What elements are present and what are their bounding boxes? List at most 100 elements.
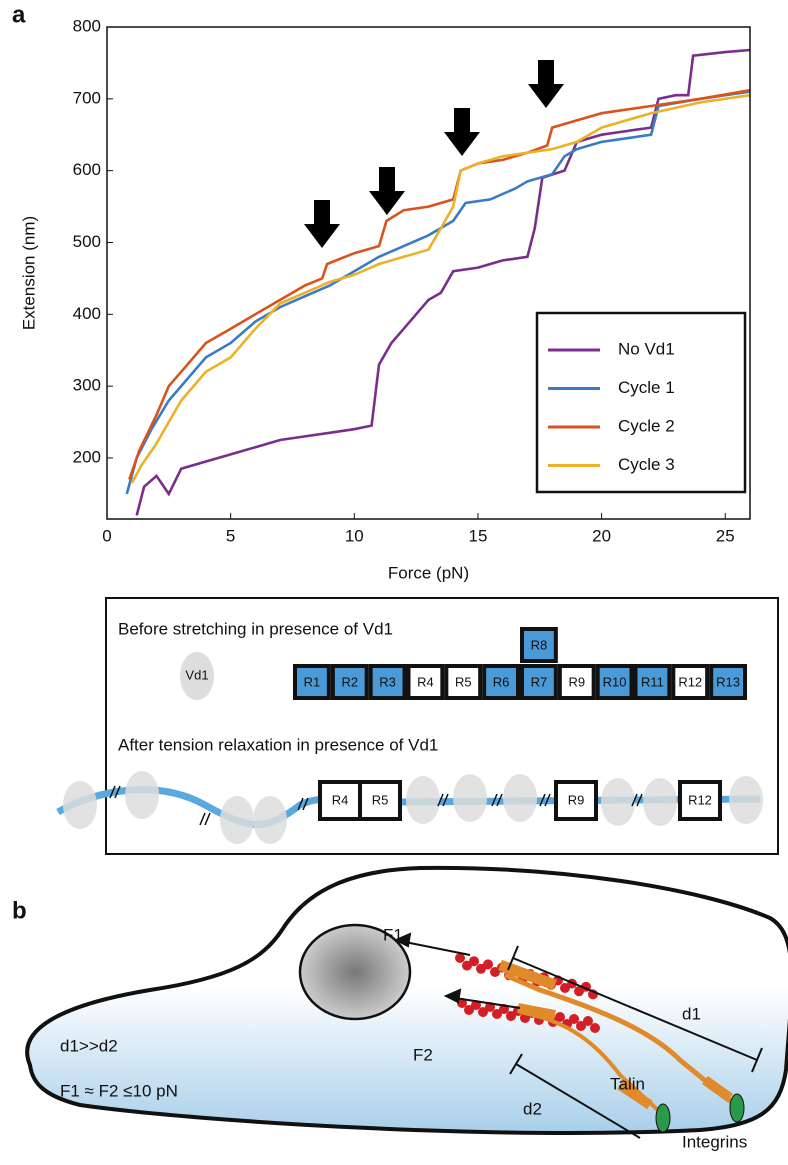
domain-label: R7 [531, 674, 548, 689]
legend-label: No Vd1 [618, 339, 675, 358]
arrow [304, 200, 340, 248]
after-label: After tension relaxation in presence of … [118, 735, 438, 754]
actin-bead [464, 1005, 474, 1015]
legend-label: Cycle 2 [618, 416, 675, 435]
domain-label: R5 [372, 792, 389, 807]
domain-label: R4 [417, 674, 434, 689]
series-line [128, 88, 751, 480]
arrow [369, 167, 405, 215]
domain-label: R10 [603, 674, 627, 689]
panel-label: b [12, 897, 27, 924]
plot-frame [106, 26, 751, 520]
domain-label: R5 [455, 674, 472, 689]
legend: No Vd1 Cycle 1 Cycle 2 Cycle 3 [535, 311, 747, 494]
actin-bead [478, 1007, 488, 1017]
domain-box [671, 664, 710, 700]
actin-bead [483, 959, 493, 970]
y-axis-label: Extension (nm) [19, 216, 38, 330]
vd1 [180, 652, 214, 700]
y-tick-label: 400 [73, 304, 101, 323]
legend-frame [535, 311, 747, 494]
domain-box [709, 664, 748, 700]
breaks [109, 785, 643, 826]
domain-label: R12 [678, 674, 702, 689]
actin-bead [455, 953, 465, 963]
domain-box [557, 664, 596, 700]
domain-box [678, 780, 722, 821]
actin-bead [569, 1014, 579, 1024]
y-tick-label: 300 [73, 376, 101, 395]
legend-label: Cycle 1 [618, 378, 675, 397]
vd1-group [63, 771, 763, 844]
f2-label: F2 [413, 1045, 433, 1064]
force-note: F1 ≈ F2 ≤10 pN [60, 1081, 178, 1100]
domain-label: R11 [641, 674, 664, 689]
integrin [655, 1103, 671, 1133]
f1-label: F1 [383, 925, 403, 944]
actin-bead [457, 998, 467, 1008]
y-tick-label: 800 [73, 16, 101, 35]
diagram-frame [105, 597, 779, 855]
line-chart: 0 5 10 15 20 25 200 300 400 500 600 700 800 Force (pN… [19, 16, 751, 582]
panel-label: a [12, 1, 26, 28]
domain-box [330, 664, 369, 700]
arrow [528, 60, 564, 108]
arrow [444, 108, 480, 156]
domains: R1 R2 R3 R4 R5 R6 R7 R8 R9 R10 R11 R12 R13 R4 R5 R9 R12 [293, 627, 748, 821]
domain-box [368, 664, 407, 700]
cell [25, 865, 788, 1135]
domain-box [520, 664, 558, 700]
domain-label: R1 [304, 674, 321, 689]
relation: d1>>d2 [60, 1036, 118, 1055]
series-line [125, 90, 751, 495]
arrows [304, 60, 564, 248]
talin-label: Talin [610, 1074, 645, 1093]
y-tick-label: 200 [73, 447, 101, 466]
actin-bead [506, 1011, 516, 1021]
x-tick-label: 10 [345, 526, 364, 545]
x-axis-label: Force (pN) [388, 563, 469, 582]
x-tick-label: 20 [592, 526, 611, 545]
domain-label: R12 [688, 792, 712, 807]
domain-box [444, 664, 483, 700]
y-tick-label: 600 [73, 160, 101, 179]
y-tick-label: 700 [73, 88, 101, 107]
before-label: Before stretching in presence of Vd1 [118, 619, 393, 638]
actin-bead [492, 1009, 502, 1019]
actin-bead [555, 1012, 565, 1022]
domain-label: R13 [716, 674, 740, 689]
domain-box [520, 627, 558, 663]
domain-label: R2 [341, 674, 358, 689]
domain-box [482, 664, 520, 700]
domain-label: R3 [379, 674, 396, 689]
domain-box [595, 664, 634, 700]
series-line [130, 93, 751, 484]
domain-label: R4 [332, 792, 349, 807]
y-tick-label: 500 [73, 232, 101, 251]
d1-label: d1 [682, 1004, 701, 1023]
actin-bead [590, 1023, 600, 1033]
integrin [729, 1093, 745, 1123]
domain-label: R9 [568, 674, 585, 689]
domain-box [554, 780, 598, 821]
vd1-label: Vd1 [185, 667, 208, 682]
domain-label: R6 [493, 674, 510, 689]
talin [498, 959, 737, 1114]
x-tick-label: 15 [469, 526, 488, 545]
domain-box [406, 664, 445, 700]
actin-bead [469, 956, 479, 967]
d2-label: d2 [523, 1099, 542, 1118]
actin-bead [576, 1021, 586, 1031]
domain-box [293, 664, 331, 700]
force-arrows [393, 932, 763, 1139]
nucleus [298, 923, 412, 1021]
actin-bead [583, 1016, 593, 1026]
x-tick-label: 0 [102, 526, 111, 545]
x-tick-label: 5 [226, 526, 235, 545]
domain-box [633, 664, 672, 700]
domain-label: R8 [531, 637, 548, 652]
series-line [135, 48, 751, 516]
domain-label: R9 [568, 792, 585, 807]
integrins-label: Integrins [682, 1132, 747, 1151]
